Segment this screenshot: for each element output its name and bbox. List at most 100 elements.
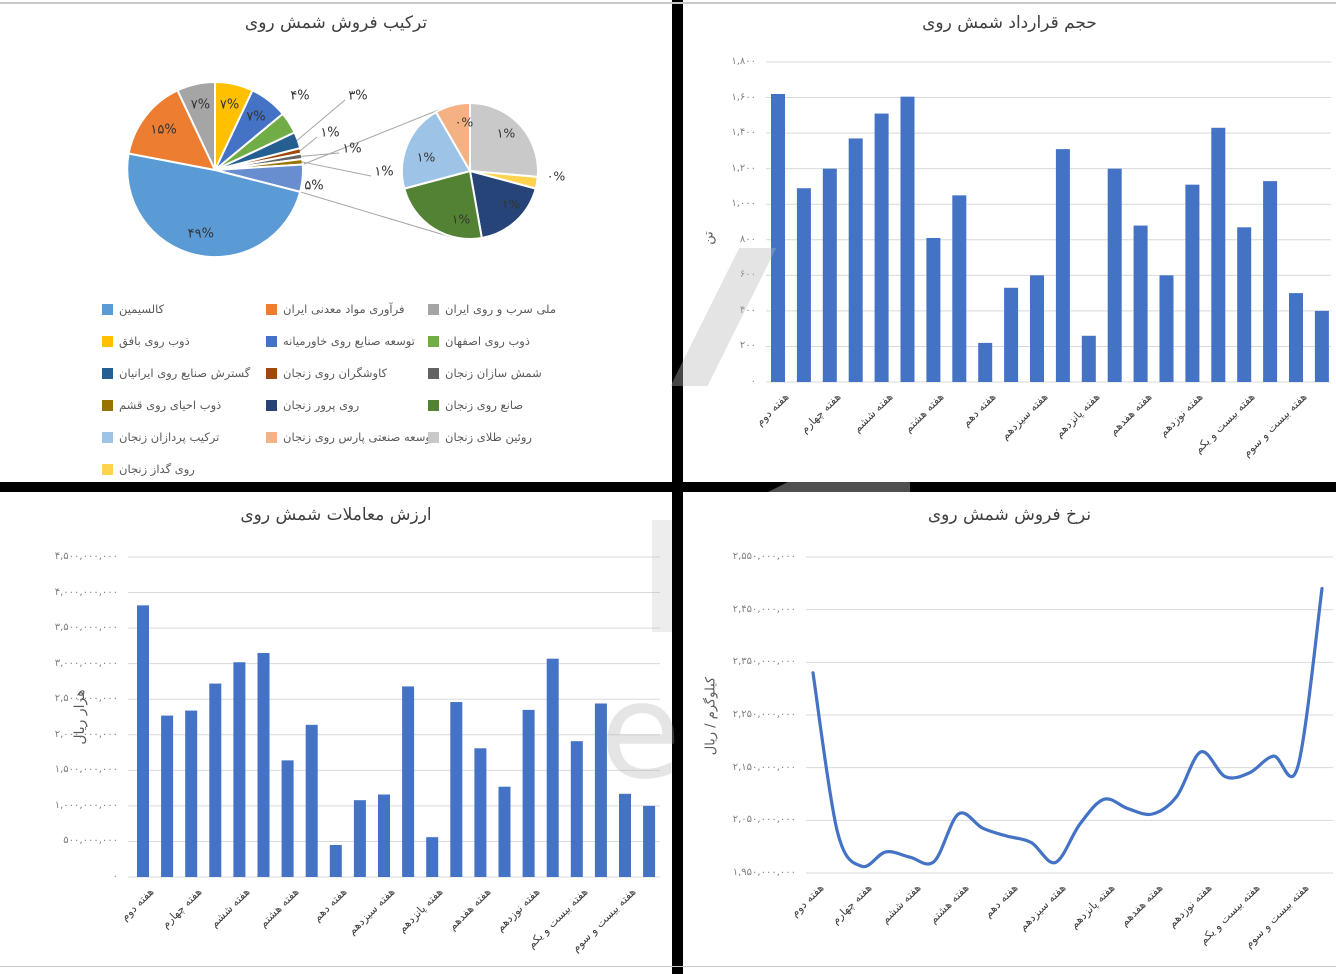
- bar: [1133, 225, 1148, 382]
- legend-label: گسترش صنایع روی ایرانیان: [119, 366, 251, 380]
- y-tick-label: ۱,۰۰۰,۰۰۰,۰۰۰: [54, 799, 118, 811]
- bottom-hairline: [0, 966, 1336, 967]
- bar: [209, 683, 222, 877]
- y-tick-label: ۱,۸۰۰: [731, 56, 756, 67]
- bar-plot: [128, 556, 660, 878]
- legend-label: روئین طلای زنجان: [445, 430, 532, 444]
- chart-title: حجم قرارداد شمش روی: [922, 13, 1097, 33]
- bar: [643, 805, 656, 877]
- legend-item: ملی سرب و روی ایران: [428, 302, 588, 318]
- legend-item: ذوب احیای روی قشم: [102, 398, 262, 414]
- pie-slice: [127, 89, 217, 172]
- series-connector: [302, 104, 452, 165]
- y-tick-label: ۲,۲۵۰,۰۰۰,۰۰۰: [732, 709, 796, 720]
- pie-slice-secondary: [469, 101, 539, 178]
- bar: [378, 794, 390, 877]
- y-tick-label: ۲,۳۵۰,۰۰۰,۰۰۰: [732, 656, 796, 668]
- legend-label: کالسیمین: [119, 302, 165, 316]
- y-tick-label: ۳,۰۰۰,۰۰۰,۰۰۰: [54, 657, 118, 669]
- legend-swatch: [266, 432, 277, 443]
- legend-label: ذوب احیای روی قشم: [119, 398, 222, 412]
- watermark-band: [768, 482, 910, 492]
- bar: [1289, 293, 1303, 382]
- bar: [978, 342, 993, 382]
- y-tick-label: ۴,۵۰۰,۰۰۰,۰۰۰: [54, 551, 118, 562]
- legend-swatch: [266, 336, 277, 347]
- legend-swatch: [266, 304, 277, 315]
- pie-percent-label: ۷%: [190, 97, 211, 113]
- pie-percent-label: ۱%: [496, 125, 516, 141]
- bar: [281, 760, 294, 877]
- y-tick-label: ۲,۱۵۰,۰۰۰,۰۰۰: [732, 761, 796, 773]
- pie-slice-secondary: [434, 101, 471, 175]
- y-tick-label: ۱,۵۰۰,۰۰۰,۰۰۰: [54, 764, 118, 776]
- pie-percent-label: ۱%: [416, 149, 436, 165]
- legend-item: ذوب روی بافق: [102, 334, 262, 350]
- bar: [546, 658, 559, 877]
- legend-item: صانع روی زنجان: [428, 398, 588, 414]
- pie-percent-label: ۰%: [454, 114, 474, 130]
- pie-percent-label: ۱%: [342, 141, 362, 157]
- y-tick-label: ۲,۵۰۰,۰۰۰,۰۰۰: [54, 693, 118, 705]
- bar: [305, 724, 318, 877]
- pie-percent-label: ۷%: [219, 97, 240, 113]
- pie-percent-label: ۱%: [374, 164, 394, 180]
- bar: [926, 238, 941, 382]
- bar: [1081, 335, 1096, 382]
- legend-item: روئین طلای زنجان: [428, 430, 588, 446]
- bar: [1263, 181, 1278, 382]
- bar: [848, 138, 863, 382]
- pie-percent-label: ۷%: [246, 109, 266, 125]
- bar: [874, 113, 889, 383]
- y-tick-label: ۲۰۰: [739, 340, 756, 352]
- y-tick-label: ۲,۰۵۰,۰۰۰,۰۰۰: [732, 814, 796, 826]
- legend-label: صانع روی زنجان: [445, 398, 524, 412]
- legend-label: روی گداز زنجان: [119, 462, 195, 476]
- bar: [185, 710, 198, 877]
- legend-item: روی پرور زنجان: [266, 398, 426, 414]
- y-tick-label: ۳,۵۰۰,۰۰۰,۰۰۰: [54, 622, 118, 634]
- legend-swatch: [428, 432, 439, 443]
- legend-swatch: [428, 368, 439, 379]
- chart-title: نرخ فروش شمش روی: [927, 505, 1092, 525]
- bar: [1055, 149, 1070, 382]
- y-tick-label: ۱,۲۰۰: [731, 162, 756, 174]
- bar: [594, 703, 607, 877]
- bar: [952, 195, 967, 382]
- legend-item: ترکیب پردازان زنجان: [102, 430, 262, 446]
- legend-swatch: [428, 400, 439, 411]
- bar: [1185, 184, 1200, 382]
- y-tick-label: ۱,۴۰۰: [731, 127, 756, 139]
- bar: [474, 748, 487, 877]
- pie-percent-label: ۱۵%: [150, 122, 177, 138]
- legend-swatch: [102, 400, 113, 411]
- pie-percent-label: ۳%: [348, 88, 368, 104]
- bar: [900, 96, 915, 383]
- legend-item: گسترش صنایع روی ایرانیان: [102, 366, 262, 382]
- y-tick-label: ۰: [112, 871, 118, 882]
- pie-percent-label: ۱%: [320, 125, 340, 141]
- legend-item: ذوب روی اصفهان: [428, 334, 588, 350]
- legend-item: روی گداز زنجان: [102, 462, 262, 478]
- bar: [137, 605, 149, 877]
- bar: [353, 800, 366, 877]
- leader-line: [296, 99, 346, 141]
- legend-swatch: [102, 464, 113, 475]
- legend-item: کاوشگران روی زنجان: [266, 366, 426, 382]
- bar: [257, 653, 270, 877]
- pie-percent-label: ۱%: [501, 196, 521, 212]
- top-hairline: [0, 2, 1336, 4]
- bar: [1159, 275, 1174, 382]
- legend-swatch: [428, 336, 439, 347]
- legend-label: کاوشگران روی زنجان: [283, 366, 388, 380]
- legend-label: ملی سرب و روی ایران: [445, 302, 557, 316]
- bar: [426, 837, 439, 877]
- bar: [1107, 168, 1122, 382]
- bar: [329, 845, 342, 877]
- page-title: ترکیب فروش شمش روی: [244, 13, 428, 33]
- legend-label: توسعه صنعتی پارس روی زنجان: [283, 430, 435, 444]
- bar: [822, 168, 837, 382]
- y-tick-label: ۴۰۰: [739, 304, 756, 316]
- pie-percent-label: ۱%: [451, 211, 471, 227]
- leader-line: [300, 152, 340, 157]
